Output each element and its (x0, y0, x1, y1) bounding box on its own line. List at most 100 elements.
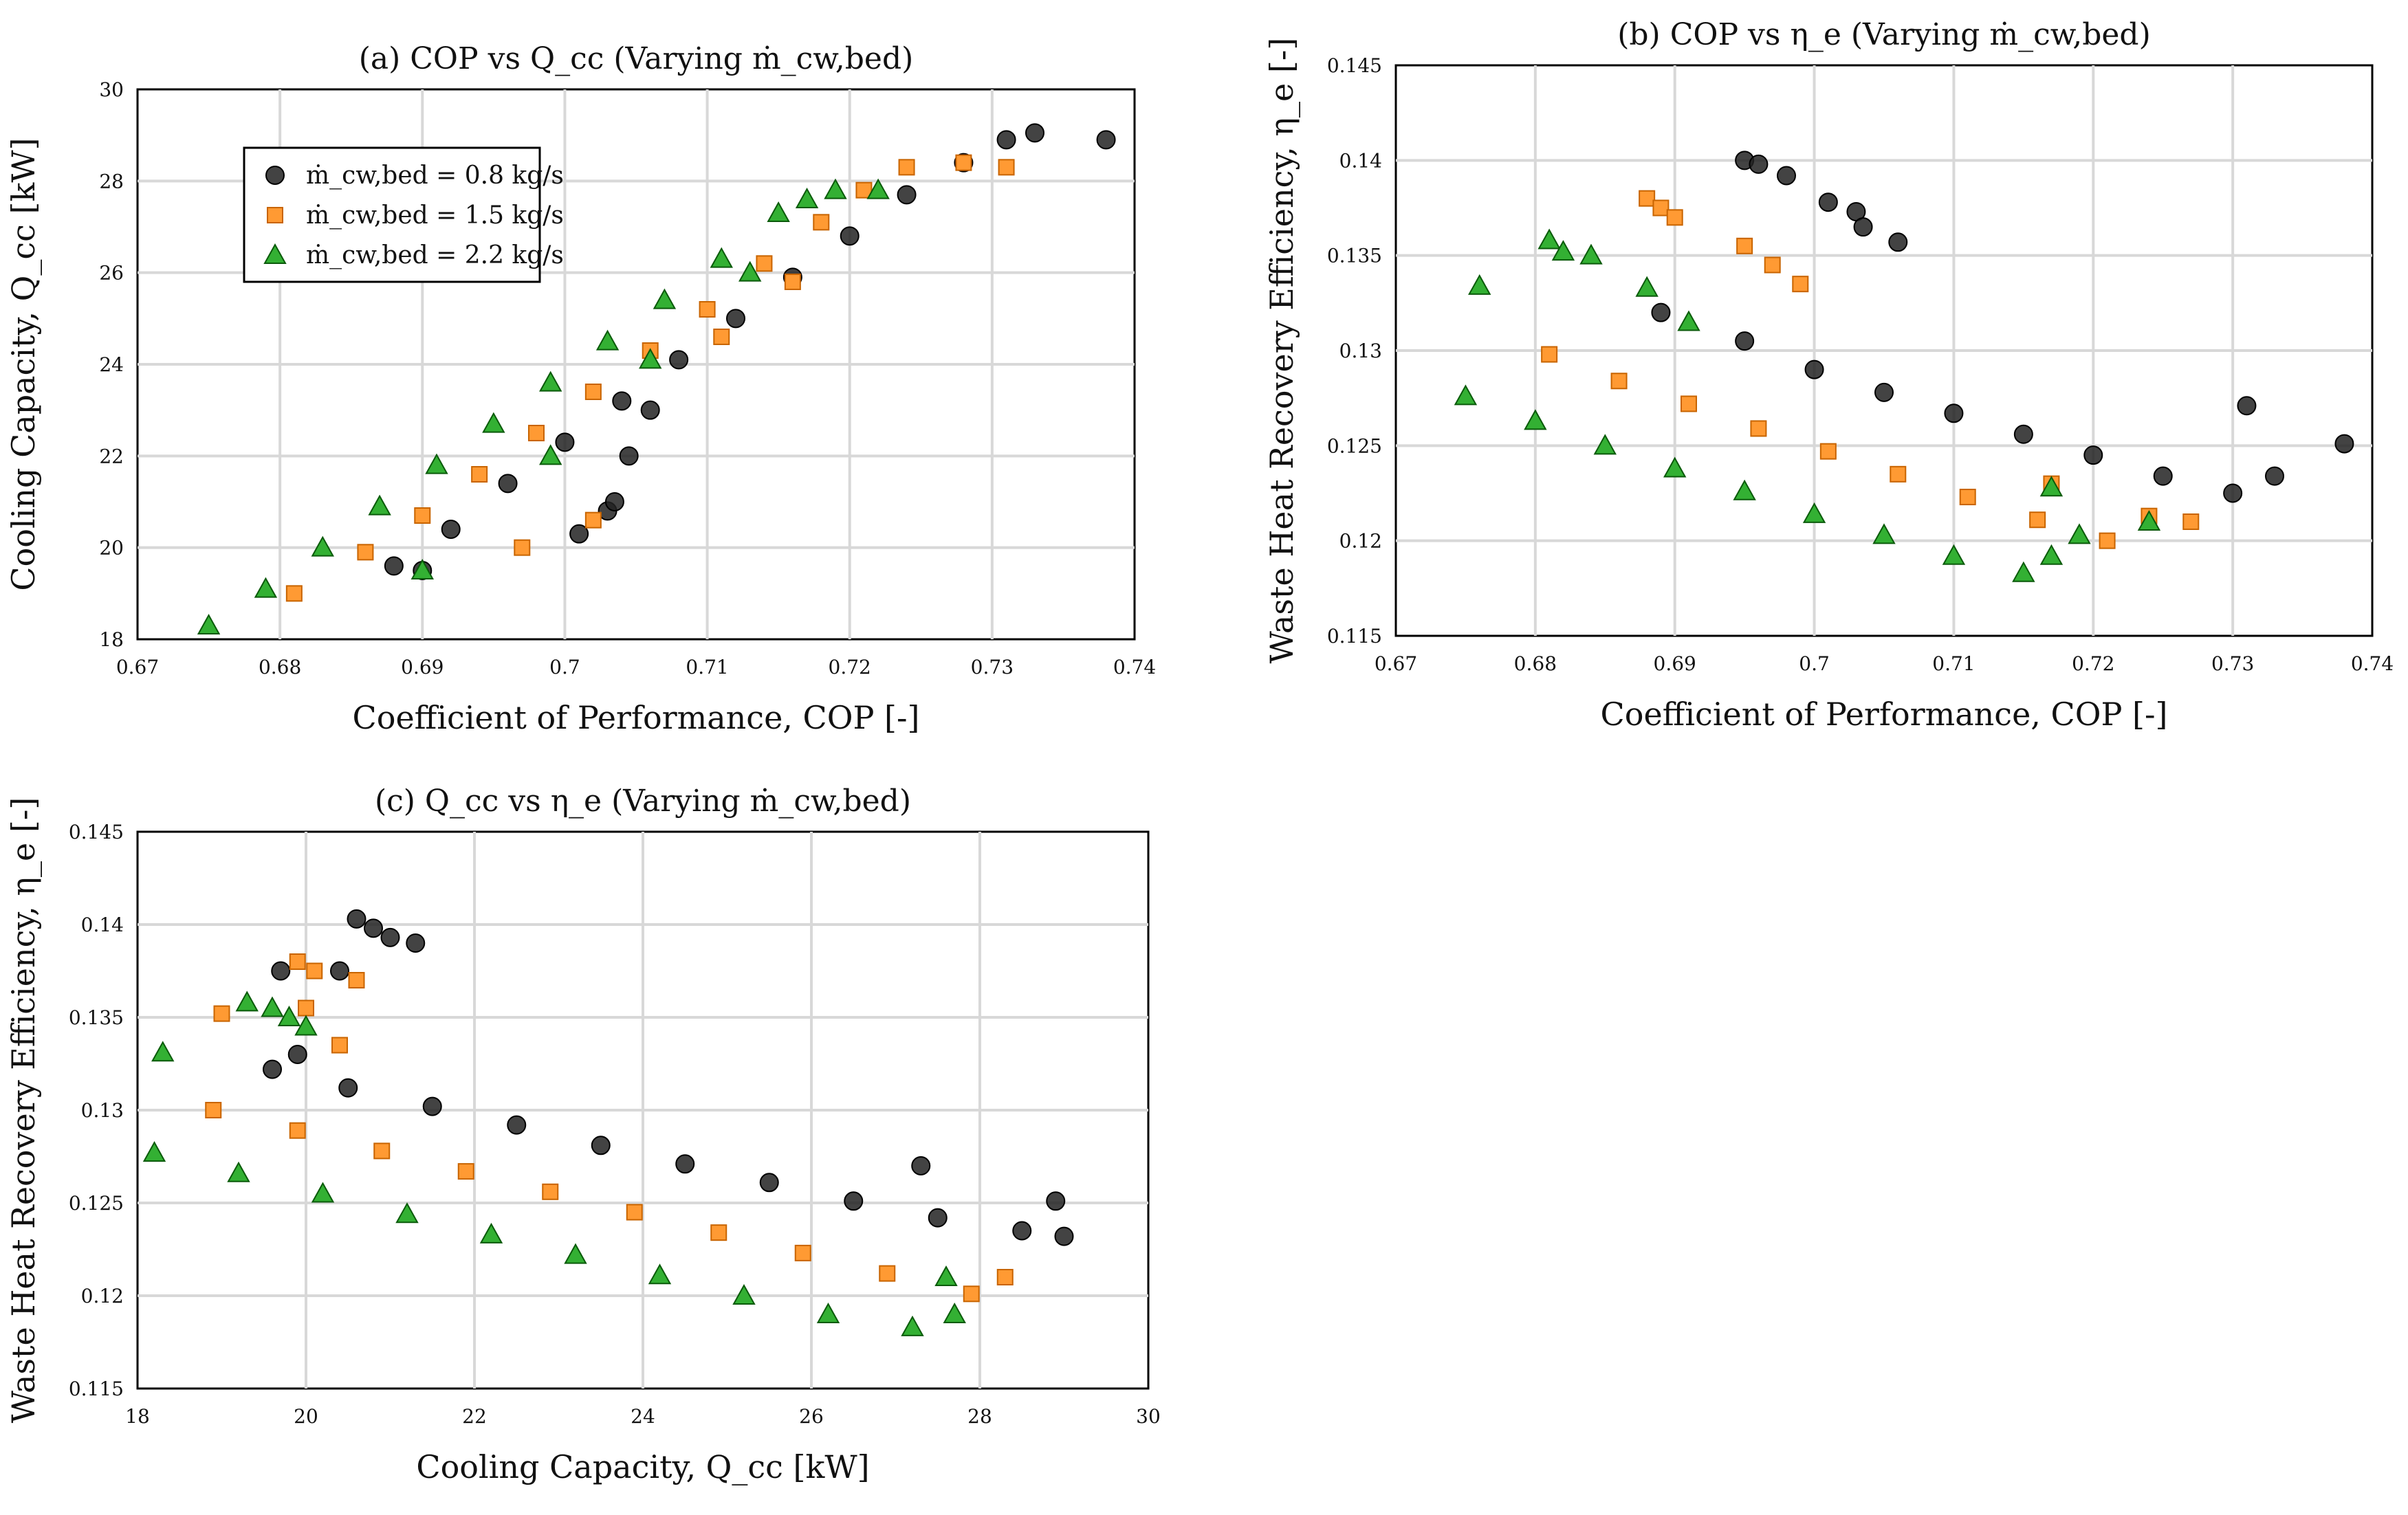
data-point (2029, 511, 2046, 529)
data-point (1735, 331, 1755, 351)
data-point (612, 391, 632, 411)
data-point (364, 918, 383, 938)
y-tick-label: 0.14 (1339, 149, 1382, 172)
legend-entry-label: ṁ_cw,bed = 1.5 kg/s (306, 201, 564, 230)
data-point (539, 444, 562, 465)
data-point (2083, 445, 2103, 465)
grid (138, 832, 1148, 1389)
data-point (1012, 1221, 1032, 1241)
data-point (287, 1045, 307, 1064)
data-point (311, 1182, 335, 1203)
data-point (955, 154, 972, 171)
data-point (425, 453, 448, 474)
data-point (514, 539, 531, 556)
data-point (943, 1302, 966, 1323)
data-point (539, 371, 562, 392)
data-point (498, 474, 518, 494)
x-tick-label: 0.72 (2072, 652, 2114, 675)
x-axis-label: Cooling Capacity, Q_cc [kW] (416, 1448, 869, 1485)
y-axis-label: Waste Heat Recovery Efficiency, η_e [-] (5, 797, 42, 1424)
series-3 (1454, 228, 2161, 582)
y-axis-label: Waste Heat Recovery Efficiency, η_e [-] (1263, 38, 1300, 664)
x-tick-label: 24 (631, 1405, 655, 1428)
data-point (1777, 166, 1796, 186)
y-tick-label: 0.13 (1339, 340, 1382, 362)
data-point (2153, 466, 2173, 486)
data-point (414, 507, 431, 524)
x-tick-label: 0.73 (971, 656, 1014, 678)
data-point (1818, 192, 1838, 212)
data-point (235, 991, 259, 1012)
data-point (1890, 465, 1907, 483)
y-tick-label: 0.115 (1327, 625, 1382, 648)
data-point (928, 1208, 948, 1228)
data-point (1524, 409, 1547, 430)
legend-marker (263, 243, 287, 264)
x-tick-label: 0.7 (549, 656, 580, 678)
y-tick-label: 30 (99, 78, 124, 101)
grid (1396, 65, 2372, 636)
data-point (1802, 502, 1826, 523)
data-point (330, 961, 349, 981)
data-point (569, 524, 589, 544)
data-point (395, 1202, 419, 1224)
series-3 (142, 991, 966, 1336)
y-tick-label: 28 (99, 170, 124, 192)
y-tick-label: 0.125 (69, 1192, 124, 1215)
y-tick-label: 0.125 (1327, 434, 1382, 457)
data-point (1736, 237, 1753, 254)
data-point (1651, 302, 1671, 322)
y-tick-label: 20 (99, 537, 124, 560)
legend-entry-label: ṁ_cw,bed = 0.8 kg/s (306, 162, 564, 190)
panel-b-cop-vs-eta: 0.67 0.68 0.69 0.7 0.71 0.72 0.73 0.74 0.115 0.12… (1263, 17, 2394, 733)
legend: ṁ_cw,bed = 0.8 kg/s ṁ_cw,bed = 1.5 kg/s ṁ_… (243, 146, 564, 283)
data-point (591, 1136, 611, 1155)
data-point (368, 494, 391, 516)
data-point (675, 1154, 695, 1174)
data-point (555, 432, 575, 452)
x-tick-label: 0.69 (1654, 652, 1696, 675)
panel-a-cop-vs-qcc: 0.67 0.68 0.69 0.7 0.71 0.72 0.73 0.74 18 20 22 24 2… (5, 41, 1156, 736)
data-point (756, 255, 773, 272)
data-point (996, 130, 1016, 150)
x-tick-label: 30 (1136, 1405, 1161, 1428)
data-point (2012, 561, 2035, 582)
data-point (855, 181, 873, 199)
data-point (331, 1037, 348, 1054)
data-point (1593, 434, 1617, 455)
data-point (1666, 209, 1683, 226)
data-point (2099, 532, 2116, 549)
data-point (584, 384, 602, 400)
legend-marker (265, 166, 285, 185)
data-point (306, 962, 323, 980)
data-point (653, 288, 677, 309)
data-point (1733, 479, 1756, 500)
x-tick-label: 0.68 (259, 656, 301, 678)
data-point (996, 1269, 1014, 1285)
legend-entry-label: ṁ_cw,bed = 2.2 kg/s (306, 241, 564, 269)
data-point (277, 1005, 301, 1026)
data-point (1454, 384, 1478, 406)
data-point (901, 1315, 924, 1336)
data-point (640, 400, 660, 420)
data-point (1677, 310, 1700, 331)
x-tick-label: 0.71 (1932, 652, 1975, 675)
data-point (422, 1096, 442, 1116)
y-tick-label: 0.12 (81, 1285, 124, 1307)
data-point (795, 187, 819, 208)
legend-marker (267, 207, 283, 223)
data-point (1579, 243, 1603, 265)
data-point (2039, 476, 2064, 497)
data-point (1096, 130, 1116, 150)
data-point (254, 577, 278, 598)
data-point (1853, 217, 1873, 237)
panel-c-qcc-vs-eta: 18 20 22 24 26 28 30 0.115 0.12 0.125 0.13 0.135 0.1… (5, 784, 1161, 1485)
x-tick-label: 28 (967, 1405, 992, 1428)
data-point (1046, 1191, 1066, 1211)
data-point (726, 309, 745, 329)
data-point (2334, 434, 2354, 454)
data-point (648, 1263, 672, 1285)
data-point (482, 412, 505, 433)
y-axis-label: Cooling Capacity, Q_cc [kW] (5, 137, 42, 590)
data-point (813, 214, 830, 231)
